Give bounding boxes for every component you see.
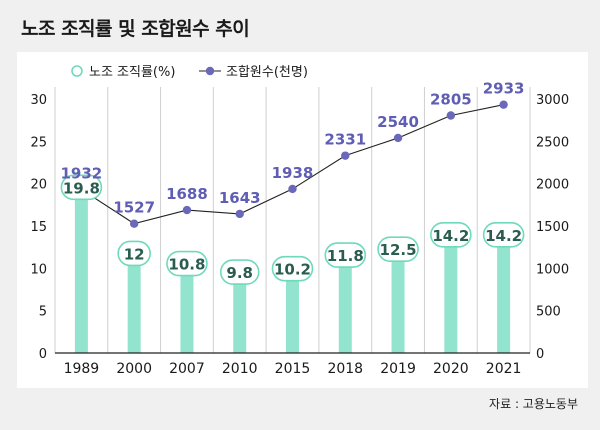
chart-panel <box>17 52 588 388</box>
line-point <box>446 111 456 120</box>
legend-bar-marker <box>71 65 83 77</box>
bar <box>233 270 247 353</box>
bar <box>286 266 299 353</box>
bar-value-pill <box>271 255 314 282</box>
right-axis-tick: 2000 <box>536 178 569 193</box>
page-title: 노조 조직률 및 조합원수 추이 <box>21 18 250 40</box>
left-axis-tick: 15 <box>30 220 47 235</box>
axes: 0 5 10 15 20 25 30 0 500 1000 1500 2000 2500 3000 1989… <box>30 93 569 377</box>
bar <box>338 253 352 353</box>
legend: 노조 조직률(%) 조합원수(천명) <box>71 65 308 80</box>
bar-value-label: 12.5 <box>380 241 417 259</box>
point-value-label: 2331 <box>324 131 366 149</box>
bar-value-label: 14.2 <box>432 227 469 245</box>
bar-value-pill <box>377 236 419 262</box>
point-labels: 1932 1527 1688 1643 1938 2331 2540 2805 2933 <box>61 80 525 217</box>
bar-value-pill <box>324 242 367 268</box>
right-axis-tick: 1000 <box>536 262 569 277</box>
source-note: 자료 : 고용노동부 <box>489 397 578 411</box>
member-line <box>77 100 508 228</box>
line-point <box>288 184 297 194</box>
bar-value-label: 12 <box>124 245 145 263</box>
x-axis-tick: 1989 <box>64 361 100 377</box>
x-axis-tick: 2007 <box>169 361 205 377</box>
left-axis-tick: 30 <box>30 93 47 108</box>
line-point <box>393 133 403 143</box>
left-axis-tick: 25 <box>30 135 47 150</box>
right-axis-tick: 500 <box>536 305 561 320</box>
legend-line-label: 조합원수(천명) <box>226 65 308 80</box>
bars <box>74 185 511 353</box>
point-value-label: 2540 <box>377 113 419 131</box>
point-value-label: 1938 <box>272 164 314 182</box>
bar <box>391 247 405 353</box>
grid-lines <box>54 87 531 353</box>
x-axis-tick: 2019 <box>380 361 416 377</box>
point-value-label: 1688 <box>166 185 208 203</box>
line-point <box>129 219 139 228</box>
left-axis-tick: 5 <box>39 305 47 320</box>
x-axis-tick: 2015 <box>275 361 311 377</box>
line-point <box>499 100 508 109</box>
right-axis-tick: 3000 <box>536 93 569 108</box>
line-point <box>235 209 244 219</box>
bar-labels: 19.8 12 10.8 9.8 10.2 11.8 12.5 14.2 14.2 <box>60 174 525 285</box>
line-point <box>341 151 350 160</box>
x-axis-tick: 2000 <box>116 361 152 377</box>
line-point <box>182 205 192 215</box>
bar-value-pill <box>117 240 151 267</box>
bar-value-pill <box>482 221 525 248</box>
left-axis-tick: 10 <box>30 262 47 277</box>
point-value-label: 1643 <box>219 189 261 207</box>
point-value-label: 1932 <box>61 164 103 182</box>
bar <box>180 261 194 353</box>
x-axis-tick: 2010 <box>222 361 258 377</box>
bar <box>74 185 88 353</box>
bar <box>127 251 141 353</box>
legend-bar-label: 노조 조직률(%) <box>89 65 175 80</box>
bar-value-pill <box>430 221 472 248</box>
bar-value-pill <box>219 259 260 285</box>
bar-value-pill <box>60 174 103 201</box>
bar-value-label: 10.2 <box>274 261 311 279</box>
left-axis-tick: 0 <box>39 347 47 362</box>
bar-value-pill <box>166 250 208 277</box>
right-axis-tick: 1500 <box>536 220 569 235</box>
bar-value-label: 11.8 <box>327 247 364 265</box>
bar <box>444 232 458 353</box>
bar-value-label: 14.2 <box>485 227 522 245</box>
left-axis-tick: 20 <box>30 178 47 193</box>
right-axis-tick: 0 <box>536 347 544 362</box>
legend-line-point <box>205 66 215 76</box>
x-axis-tick: 2018 <box>327 361 363 377</box>
bar <box>497 232 511 353</box>
x-axis-tick: 2020 <box>433 361 469 377</box>
point-value-label: 2933 <box>483 80 525 98</box>
x-axis-tick: 2021 <box>486 361 522 377</box>
point-value-label: 1527 <box>113 199 155 217</box>
bar-value-label: 10.8 <box>168 256 205 274</box>
bar-value-label: 9.8 <box>226 264 253 282</box>
right-axis-tick: 2500 <box>536 135 569 150</box>
bar-value-label: 19.8 <box>63 179 100 197</box>
point-value-label: 2805 <box>430 91 472 109</box>
